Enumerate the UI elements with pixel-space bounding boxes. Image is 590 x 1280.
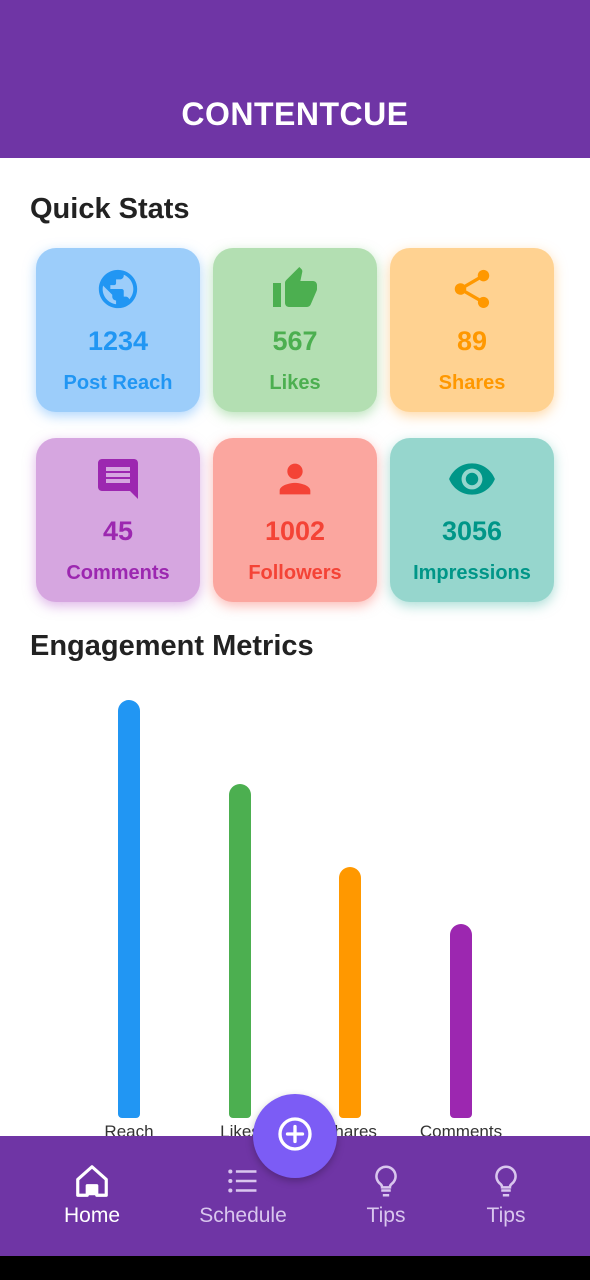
add-post-button[interactable]: [253, 1094, 337, 1178]
stat-label: Post Reach: [63, 372, 173, 394]
quick-stats-title: Quick Stats: [30, 193, 190, 225]
add-circle-icon: [275, 1114, 315, 1159]
stat-label: Likes: [269, 372, 321, 394]
stat-label: Impressions: [413, 562, 531, 584]
stat-label: Comments: [66, 562, 170, 584]
globe-icon: [36, 264, 200, 314]
comment-icon: [36, 454, 200, 504]
nav-label: Home: [63, 1204, 121, 1227]
nav-item-tips-2[interactable]: Tips: [441, 1136, 571, 1256]
person-icon: [213, 454, 377, 504]
lightbulb-icon: [321, 1162, 451, 1202]
app-title: CONTENTCUE: [181, 96, 409, 132]
stat-value: 1234: [87, 326, 149, 356]
nav-label: Tips: [366, 1204, 406, 1227]
stat-label: Followers: [248, 562, 342, 584]
stat-label: Shares: [438, 372, 506, 394]
stat-value: 89: [456, 326, 488, 356]
share-icon: [390, 264, 554, 314]
stat-value: 3056: [441, 516, 503, 546]
chart-bar-shares: [339, 867, 361, 1118]
list-icon: [178, 1162, 308, 1202]
stat-card-post-reach[interactable]: 1234 Post Reach: [36, 248, 200, 412]
home-icon: [27, 1162, 157, 1202]
nav-label: Tips: [486, 1204, 526, 1227]
stat-card-likes[interactable]: 567 Likes: [213, 248, 377, 412]
engagement-title: Engagement Metrics: [30, 630, 314, 662]
stat-value: 45: [102, 516, 134, 546]
engagement-bar-chart: Reach Likes Shares Comments: [0, 680, 590, 1150]
stat-value: 1002: [264, 516, 326, 546]
nav-item-schedule[interactable]: Schedule: [178, 1136, 308, 1256]
thumbs-up-icon: [213, 264, 377, 314]
chart-bar-reach: [118, 700, 140, 1118]
stat-card-comments[interactable]: 45 Comments: [36, 438, 200, 602]
stat-value: 567: [272, 326, 318, 356]
eye-icon: [390, 454, 554, 504]
stat-card-followers[interactable]: 1002 Followers: [213, 438, 377, 602]
system-nav-bar: [0, 1256, 590, 1280]
stat-card-impressions[interactable]: 3056 Impressions: [390, 438, 554, 602]
nav-item-home[interactable]: Home: [27, 1136, 157, 1256]
nav-label: Schedule: [199, 1204, 287, 1227]
chart-bar-comments: [450, 923, 472, 1118]
chart-bar-likes: [229, 783, 251, 1118]
app-bar: CONTENTCUE: [0, 0, 590, 158]
nav-item-tips[interactable]: Tips: [321, 1136, 451, 1256]
stat-card-shares[interactable]: 89 Shares: [390, 248, 554, 412]
lightbulb-icon: [441, 1162, 571, 1202]
